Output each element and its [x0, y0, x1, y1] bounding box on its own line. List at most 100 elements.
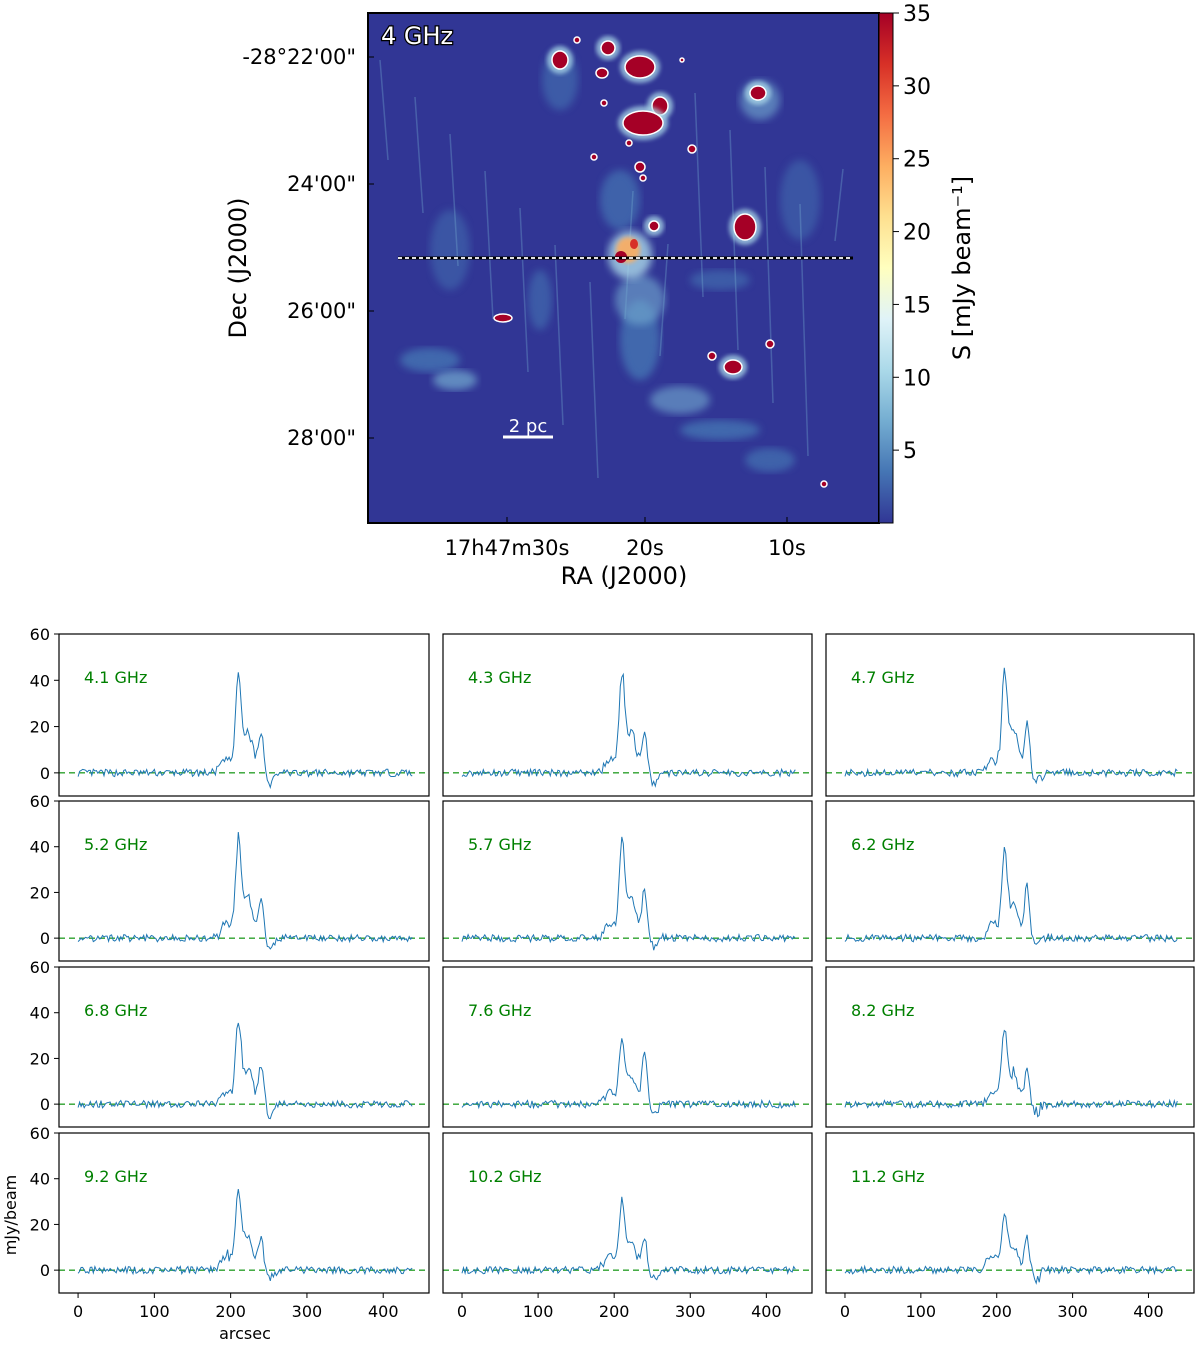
- compact-source: [624, 55, 656, 79]
- panel-frequency-label: 4.1 GHz: [84, 668, 147, 687]
- colorbar-tick-label: 15: [903, 293, 931, 318]
- profile-line: [77, 831, 413, 950]
- compact-source: [551, 50, 569, 70]
- imaging-artifact: [694, 92, 704, 298]
- map-y-tick-label: -28°22'00": [242, 45, 356, 69]
- panel-frame: [58, 633, 430, 797]
- profile-panel: 6.8 GHz 0 20 40 60: [30, 958, 430, 1128]
- map-y-label: Dec (J2000): [224, 198, 252, 339]
- panel-frame: [442, 633, 813, 797]
- compact-source: [820, 480, 828, 488]
- panel-x-tick-label: 400: [751, 1302, 782, 1321]
- diffuse-emission: [650, 386, 710, 414]
- compact-source: [622, 110, 664, 136]
- scale-bar-label: 2 pc: [509, 416, 548, 437]
- profile-axes: mJy/beam arcsec: [1, 1175, 271, 1343]
- panel-x-tick-label: 300: [292, 1302, 323, 1321]
- panel-x-tick-label: 0: [457, 1302, 467, 1321]
- panel-x-tick-label: 0: [840, 1302, 850, 1321]
- panel-x-tick-label: 0: [73, 1302, 83, 1321]
- profile-panel: 10.2 GHz 0 100 200 300 400: [442, 1132, 813, 1321]
- profile-panel: 8.2 GHz: [825, 966, 1195, 1128]
- colorbar-tick-label: 20: [903, 221, 931, 246]
- panel-y-tick-label: 60: [30, 792, 50, 811]
- radio-map: 4 GHz 2 pc: [367, 12, 880, 524]
- imaging-artifact: [834, 168, 844, 242]
- map-axes: 17h47m30s 20s 10s -28°22'00" 24'00" 26'00" 28…: [224, 45, 806, 590]
- panel-y-tick-label: 40: [30, 838, 50, 857]
- central-source-secondary: [630, 239, 638, 249]
- profile-line: [844, 1212, 1178, 1285]
- panel-frame: [58, 800, 430, 962]
- panel-frequency-label: 4.7 GHz: [851, 668, 914, 687]
- diffuse-emission: [690, 270, 750, 290]
- panel-y-tick-label: 20: [30, 1049, 50, 1068]
- compact-source: [595, 67, 609, 79]
- profile-line: [77, 1022, 413, 1120]
- colorbar-label: S [mJy beam⁻¹]: [948, 176, 976, 360]
- panel-y-tick-label: 20: [30, 718, 50, 737]
- imaging-artifact: [764, 166, 774, 404]
- panel-y-tick-label: 40: [30, 1170, 50, 1189]
- panel-x-tick-label: 300: [1057, 1302, 1088, 1321]
- panel-y-tick-label: 0: [40, 1261, 50, 1280]
- panel-frequency-label: 6.8 GHz: [84, 1001, 147, 1020]
- diffuse-emission: [615, 275, 665, 325]
- compact-source: [600, 99, 608, 107]
- panel-y-tick-label: 0: [40, 929, 50, 948]
- panel-x-tick-label: 400: [368, 1302, 399, 1321]
- panel-y-tick-label: 0: [40, 1095, 50, 1114]
- profile-panel: 5.7 GHz: [442, 800, 813, 962]
- panel-x-tick-label: 100: [523, 1302, 554, 1321]
- panel-frame: [442, 966, 813, 1128]
- panel-x-tick-label: 200: [215, 1302, 246, 1321]
- map-y-ticks: -28°22'00" 24'00" 26'00" 28'00": [242, 45, 374, 450]
- profile-y-label: mJy/beam: [1, 1175, 20, 1256]
- colorbar-tick-label: 35: [903, 2, 931, 27]
- compact-source: [733, 213, 757, 241]
- compact-source: [723, 359, 743, 375]
- map-x-tick-label: 10s: [768, 536, 806, 560]
- panel-frequency-label: 5.7 GHz: [468, 835, 531, 854]
- colorbar-tick-label: 10: [903, 366, 931, 391]
- panel-frequency-label: 4.3 GHz: [468, 668, 531, 687]
- profile-panel: 5.2 GHz 0 20 40 60: [30, 792, 430, 962]
- map-emission: [379, 36, 844, 488]
- colorbar-ticks: 5 10 15 20 25 30 35: [893, 2, 931, 464]
- panel-frame: [442, 1132, 813, 1294]
- imaging-artifact: [799, 203, 809, 457]
- imaging-artifact: [589, 281, 599, 479]
- profile-line: [77, 672, 413, 790]
- panel-x-tick-label: 400: [1133, 1302, 1164, 1321]
- colorbar-gradient: [878, 12, 894, 524]
- imaging-artifact: [414, 96, 424, 214]
- profile-line: [844, 1029, 1178, 1118]
- diffuse-emission: [430, 210, 470, 290]
- compact-source: [625, 139, 633, 147]
- diffuse-emission: [745, 448, 795, 472]
- diffuse-emission: [400, 348, 460, 372]
- profile-line: [461, 836, 796, 951]
- panel-frame: [825, 1132, 1195, 1294]
- profile-panel: 4.7 GHz: [825, 633, 1195, 797]
- panel-y-tick-label: 40: [30, 1004, 50, 1023]
- panel-x-tick-label: 100: [906, 1302, 937, 1321]
- panel-frequency-label: 11.2 GHz: [851, 1167, 925, 1186]
- imaging-artifact: [484, 170, 494, 320]
- profile-line: [77, 1189, 413, 1282]
- panel-frequency-label: 6.2 GHz: [851, 835, 914, 854]
- panel-y-tick-label: 60: [30, 1124, 50, 1143]
- panel-y-tick-label: 20: [30, 1215, 50, 1234]
- panel-frequency-label: 7.6 GHz: [468, 1001, 531, 1020]
- imaging-artifact: [554, 244, 564, 426]
- profile-panel: 4.1 GHz 0 20 40 60: [30, 625, 430, 797]
- profile-panel: 7.6 GHz: [442, 966, 813, 1128]
- profile-line: [461, 672, 796, 788]
- diffuse-emission: [780, 160, 820, 240]
- profile-grid: 4.1 GHz 0 20 40 60 4.3 GHz 4.7 GHz 5.2 GHz 0 20 40…: [30, 625, 1195, 1321]
- diffuse-emission: [680, 420, 760, 440]
- compact-source: [493, 313, 513, 323]
- map-x-tick-label: 17h47m30s: [445, 536, 570, 560]
- panel-frequency-label: 5.2 GHz: [84, 835, 147, 854]
- diffuse-emission: [433, 370, 477, 390]
